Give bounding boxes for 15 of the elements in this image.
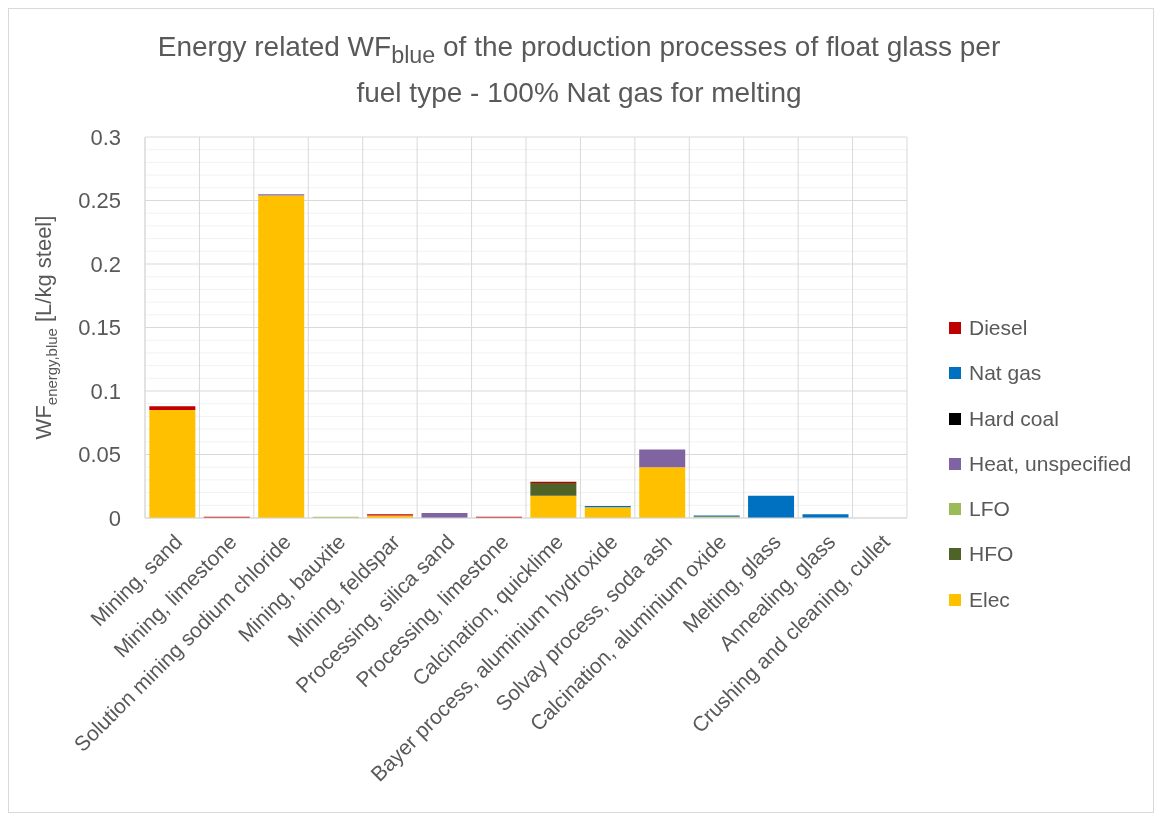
- legend-label: Diesel: [969, 316, 1028, 340]
- y-tick-label: 0.15: [78, 315, 121, 341]
- legend-label: Nat gas: [969, 361, 1042, 386]
- y-tick-label: 0.1: [90, 378, 121, 404]
- y-tick-label: 0: [108, 505, 121, 531]
- y-tick-label: 0.3: [90, 124, 121, 150]
- legend-label: LFO: [969, 497, 1010, 522]
- legend-label: Elec: [969, 587, 1010, 612]
- y-tick-label: 0.2: [90, 251, 121, 277]
- legend-label: HFO: [969, 542, 1014, 567]
- legend-label: Heat, unspecified: [969, 451, 1132, 476]
- legend-label: Hard coal: [969, 406, 1059, 431]
- y-tick-label: 0.25: [78, 188, 121, 214]
- y-tick-label: 0.05: [78, 442, 121, 468]
- chart-title: Energy related WF$_{blue}$ of the production processes of float glass per fuel type - 100% Nat gas for melting: [156, 30, 1002, 110]
